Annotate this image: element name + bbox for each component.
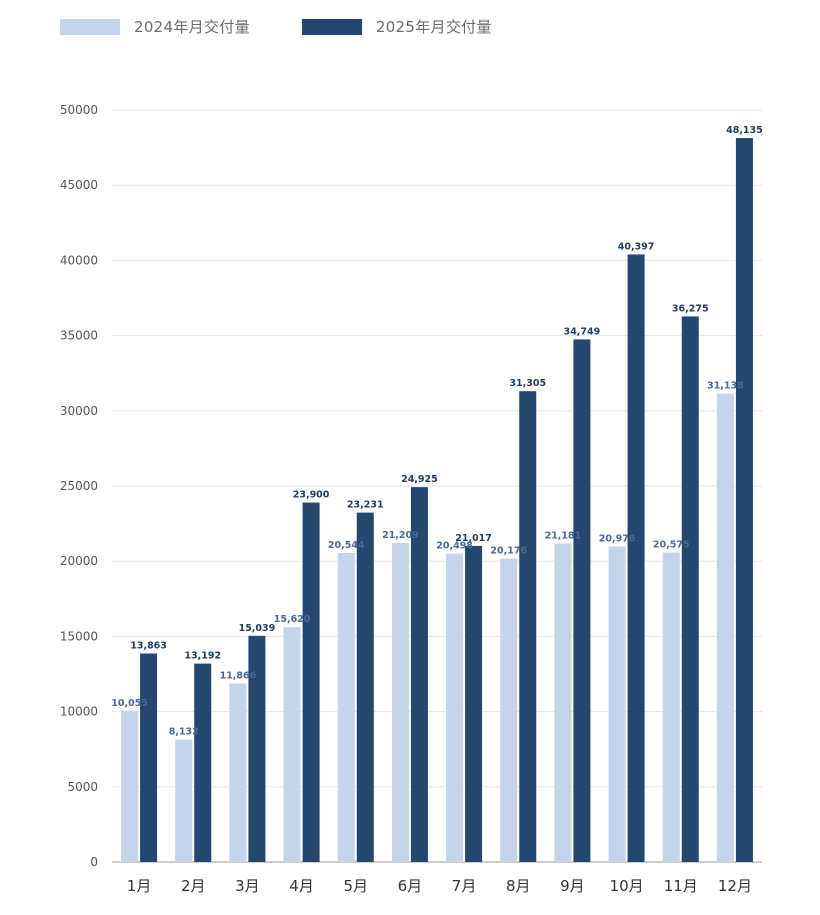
bar-2024-1: [121, 710, 139, 862]
bar-2024-11: [662, 552, 680, 862]
bar-2025-6: [410, 487, 428, 862]
x-tick-label: 9月: [560, 877, 585, 895]
bar-2024-3: [229, 683, 247, 862]
y-tick-label: 0: [90, 855, 98, 869]
legend-swatch-2024: [60, 18, 120, 35]
data-label-2025: 48,135: [726, 125, 763, 136]
data-label-2024: 10,055: [111, 698, 148, 709]
bar-2025-12: [735, 138, 753, 862]
data-label-2024: 20,544: [328, 540, 365, 551]
y-tick-label: 25000: [60, 479, 98, 493]
y-tick-label: 15000: [60, 629, 98, 643]
x-tick-label: 7月: [452, 877, 477, 895]
x-tick-label: 8月: [506, 877, 531, 895]
data-label-2025: 13,863: [130, 641, 167, 652]
y-tick-label: 5000: [67, 780, 98, 794]
y-axis: 0 5000 10000 15000 20000 25000 30000 35000 40000…: [60, 103, 98, 869]
bar-2025-8: [519, 391, 537, 862]
bar-2025-11: [681, 316, 699, 862]
x-tick-label: 11月: [664, 877, 698, 895]
gridlines: [112, 109, 762, 863]
data-labels: 10,055 13,863 8,132 13,192 11,866 15,03915,62…: [111, 125, 763, 738]
data-label-2025: 15,039: [239, 623, 276, 634]
data-label-2025: 36,275: [672, 303, 709, 314]
bar-2025-2: [194, 663, 212, 862]
legend-label-2025: 2025年月交付量: [375, 18, 492, 36]
bar-2024-8: [500, 558, 518, 862]
data-label-2024: 20,976: [599, 534, 636, 545]
chart-legend: 2024年月交付量 2025年月交付量: [60, 16, 544, 37]
y-tick-label: 35000: [60, 329, 98, 343]
bar-2025-9: [573, 339, 591, 863]
bar-2024-5: [337, 553, 355, 862]
data-label-2024: 20,176: [490, 546, 527, 557]
legend-swatch-2025: [301, 18, 362, 35]
y-tick-label: 20000: [60, 554, 98, 568]
x-tick-label: 3月: [235, 877, 260, 895]
x-tick-label: 12月: [718, 877, 752, 895]
x-tick-label: 1月: [127, 877, 152, 895]
x-tick-label: 4月: [289, 877, 314, 895]
y-tick-label: 40000: [60, 253, 98, 267]
bar-2025-10: [627, 254, 645, 862]
x-tick-label: 5月: [343, 877, 368, 895]
data-label-2025: 21,017: [455, 533, 492, 544]
data-label-2024: 8,132: [169, 727, 199, 738]
bar-2025-7: [465, 545, 483, 862]
data-label-2024: 15,620: [274, 614, 311, 625]
y-tick-label: 30000: [60, 404, 98, 418]
data-label-2024: 20,498: [436, 541, 473, 552]
bar-2024-9: [554, 543, 572, 862]
legend-item-2025: 2025年月交付量: [301, 16, 492, 37]
data-label-2024: 21,181: [545, 530, 582, 541]
data-label-2025: 24,925: [401, 474, 438, 485]
legend-label-2024: 2024年月交付量: [134, 18, 250, 36]
legend-item-2024: 2024年月交付量: [60, 16, 250, 37]
y-tick-label: 10000: [60, 705, 98, 719]
bar-2024-12: [716, 393, 734, 862]
data-label-2024: 21,209: [382, 530, 419, 541]
data-label-2025: 23,231: [347, 500, 384, 511]
data-label-2025: 40,397: [618, 241, 655, 252]
data-label-2025: 23,900: [293, 490, 330, 501]
bar-2024-10: [608, 546, 626, 862]
data-label-2024: 31,138: [707, 381, 744, 392]
bar-2025-1: [140, 653, 158, 862]
bar-2024-2: [175, 739, 193, 862]
bar-2025-5: [356, 512, 374, 862]
bar-2025-3: [248, 635, 266, 862]
data-label-2025: 13,192: [184, 651, 221, 662]
bar-2025-4: [302, 502, 320, 862]
bar-2024-7: [446, 553, 464, 862]
bar-2024-6: [391, 543, 409, 862]
y-tick-label: 50000: [60, 103, 98, 117]
data-label-2024: 11,866: [220, 671, 257, 682]
x-tick-label: 10月: [610, 877, 644, 895]
x-tick-label: 2月: [181, 877, 206, 895]
data-label-2025: 34,749: [564, 326, 601, 337]
bars: [121, 138, 753, 863]
x-tick-label: 6月: [398, 877, 423, 895]
bar-2024-4: [283, 627, 301, 862]
x-axis: 1月 2月 3月 4月 5月 6月 7月 8月 9月 10月 11月 12月: [127, 877, 752, 895]
data-label-2025: 31,305: [509, 378, 546, 389]
y-tick-label: 45000: [60, 178, 98, 192]
data-label-2024: 20,575: [653, 540, 690, 551]
